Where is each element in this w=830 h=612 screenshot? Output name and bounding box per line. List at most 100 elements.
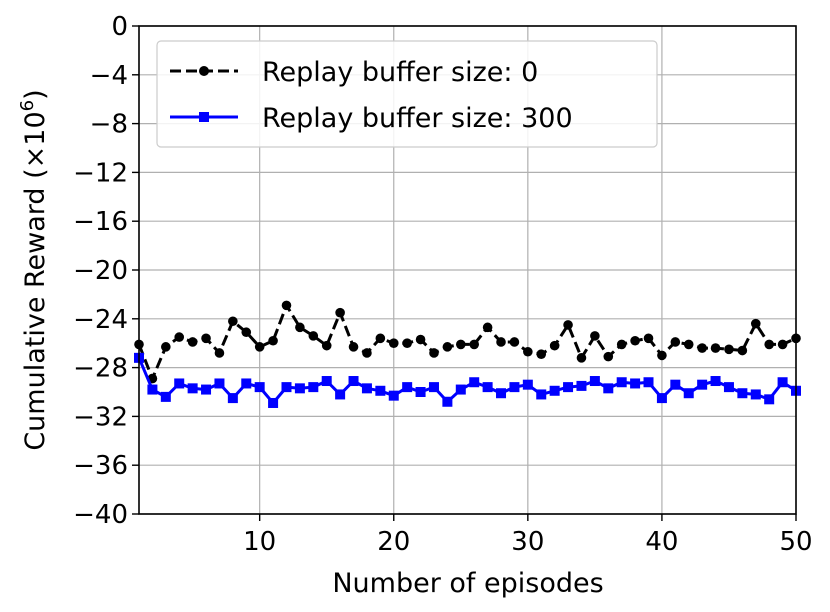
series-0-point	[536, 349, 547, 359]
series-1-point	[563, 382, 574, 393]
y-tick-label: −28	[73, 354, 128, 384]
legend: Replay buffer size: 0 Replay buffer size…	[156, 40, 658, 148]
series-1-point	[268, 397, 279, 408]
series-0-point	[670, 337, 681, 347]
series-0-point	[415, 334, 426, 345]
series-0-point	[201, 333, 211, 344]
series-0-point	[496, 337, 506, 347]
legend-label-1: Replay buffer size: 300	[262, 103, 573, 134]
series-0-point	[549, 340, 560, 351]
series-1	[134, 352, 801, 408]
series-0-point	[174, 332, 185, 342]
series-1-point	[643, 377, 654, 388]
series-1-point	[469, 377, 480, 388]
series-1-point	[764, 394, 775, 405]
series-0-point	[724, 344, 734, 355]
series-0-point	[469, 339, 480, 350]
series-0-point	[455, 339, 466, 350]
series-1-point	[294, 383, 305, 394]
series-1-point	[227, 393, 238, 404]
series-1-point	[321, 376, 332, 387]
y-axis-label: Cumulative Reward (×106)	[17, 89, 51, 450]
series-1-point	[348, 376, 359, 387]
series-0-point	[603, 351, 614, 362]
series-1-point	[509, 382, 520, 393]
series-0-point	[402, 338, 412, 349]
series-0-point	[509, 337, 520, 347]
legend-label-0: Replay buffer size: 0	[262, 57, 538, 88]
series-1-point	[442, 396, 453, 407]
series-1-point	[375, 385, 386, 396]
series-1-point	[388, 390, 399, 401]
y-tick-label: −12	[73, 158, 128, 188]
series-0-point	[777, 339, 788, 350]
series-0-point	[187, 337, 198, 347]
series-0-point	[161, 342, 171, 352]
series-0-point	[268, 335, 278, 346]
series-1-point	[214, 378, 225, 389]
series-1-point	[147, 384, 158, 395]
series-0-point	[590, 331, 600, 341]
x-tick-label: 50	[779, 527, 812, 557]
series-1-point	[683, 388, 694, 399]
series-1-point	[428, 382, 439, 393]
x-tick-label: 30	[511, 527, 544, 557]
y-tick-label: −4	[90, 61, 128, 91]
legend-swatch-0-marker	[199, 66, 209, 76]
series-1-point	[656, 393, 667, 404]
series-1-point	[254, 382, 265, 393]
series-0-point	[710, 343, 721, 353]
legend-swatch-1-marker	[199, 112, 209, 122]
series-0-point	[388, 338, 399, 349]
ticks: 10 20 30 40 50 0 −4 −8 −12 −16 −20 −24 −28 −32 −36 −40	[73, 12, 812, 557]
legend-box	[156, 40, 658, 148]
series-1-point	[750, 389, 761, 400]
series-1-point	[187, 383, 198, 394]
series-0-point	[308, 331, 319, 341]
x-axis-label: Number of episodes	[332, 568, 603, 599]
series-1-point	[710, 376, 721, 387]
y-axis-label-exponent: 6	[17, 100, 38, 111]
series-1-point	[335, 389, 346, 400]
series-1-point	[630, 378, 641, 389]
series-1-point	[455, 384, 466, 395]
series-0-point	[657, 350, 667, 361]
series-1-point	[777, 377, 788, 388]
series-0-point	[576, 353, 587, 363]
series-1-point	[201, 384, 212, 395]
series-0-point	[737, 345, 748, 356]
y-tick-label: −20	[73, 256, 128, 286]
series-1-point	[174, 378, 185, 389]
y-tick-label: −40	[73, 500, 128, 530]
series-0-point	[442, 342, 453, 352]
series-1-point	[723, 382, 734, 393]
series-0-point	[362, 348, 372, 358]
series-1-point	[496, 388, 507, 399]
x-tick-label: 20	[377, 527, 410, 557]
series-0-point	[750, 318, 761, 329]
series-0-point	[429, 348, 439, 358]
series-1-point	[670, 379, 681, 390]
series-layer	[134, 300, 801, 408]
series-0-point	[630, 335, 640, 346]
series-1-point	[482, 382, 493, 393]
series-1-point	[549, 385, 560, 396]
series-0-point	[697, 343, 707, 353]
series-0-point	[214, 348, 225, 358]
series-1-point	[737, 388, 748, 399]
series-0-point	[348, 342, 359, 352]
series-0-point	[228, 316, 238, 327]
series-0	[134, 300, 801, 384]
y-tick-label: −36	[73, 451, 128, 481]
y-tick-label: −32	[73, 402, 128, 432]
series-1-point	[589, 376, 600, 387]
y-axis-label-close: )	[20, 89, 51, 100]
series-1-point	[160, 391, 171, 402]
series-0-point	[254, 342, 265, 352]
series-0-point	[563, 320, 573, 330]
series-0-point	[295, 322, 305, 333]
series-1-point	[361, 383, 372, 394]
series-1-point	[536, 389, 547, 400]
series-0-point	[241, 327, 252, 338]
y-tick-label: −16	[73, 207, 128, 237]
